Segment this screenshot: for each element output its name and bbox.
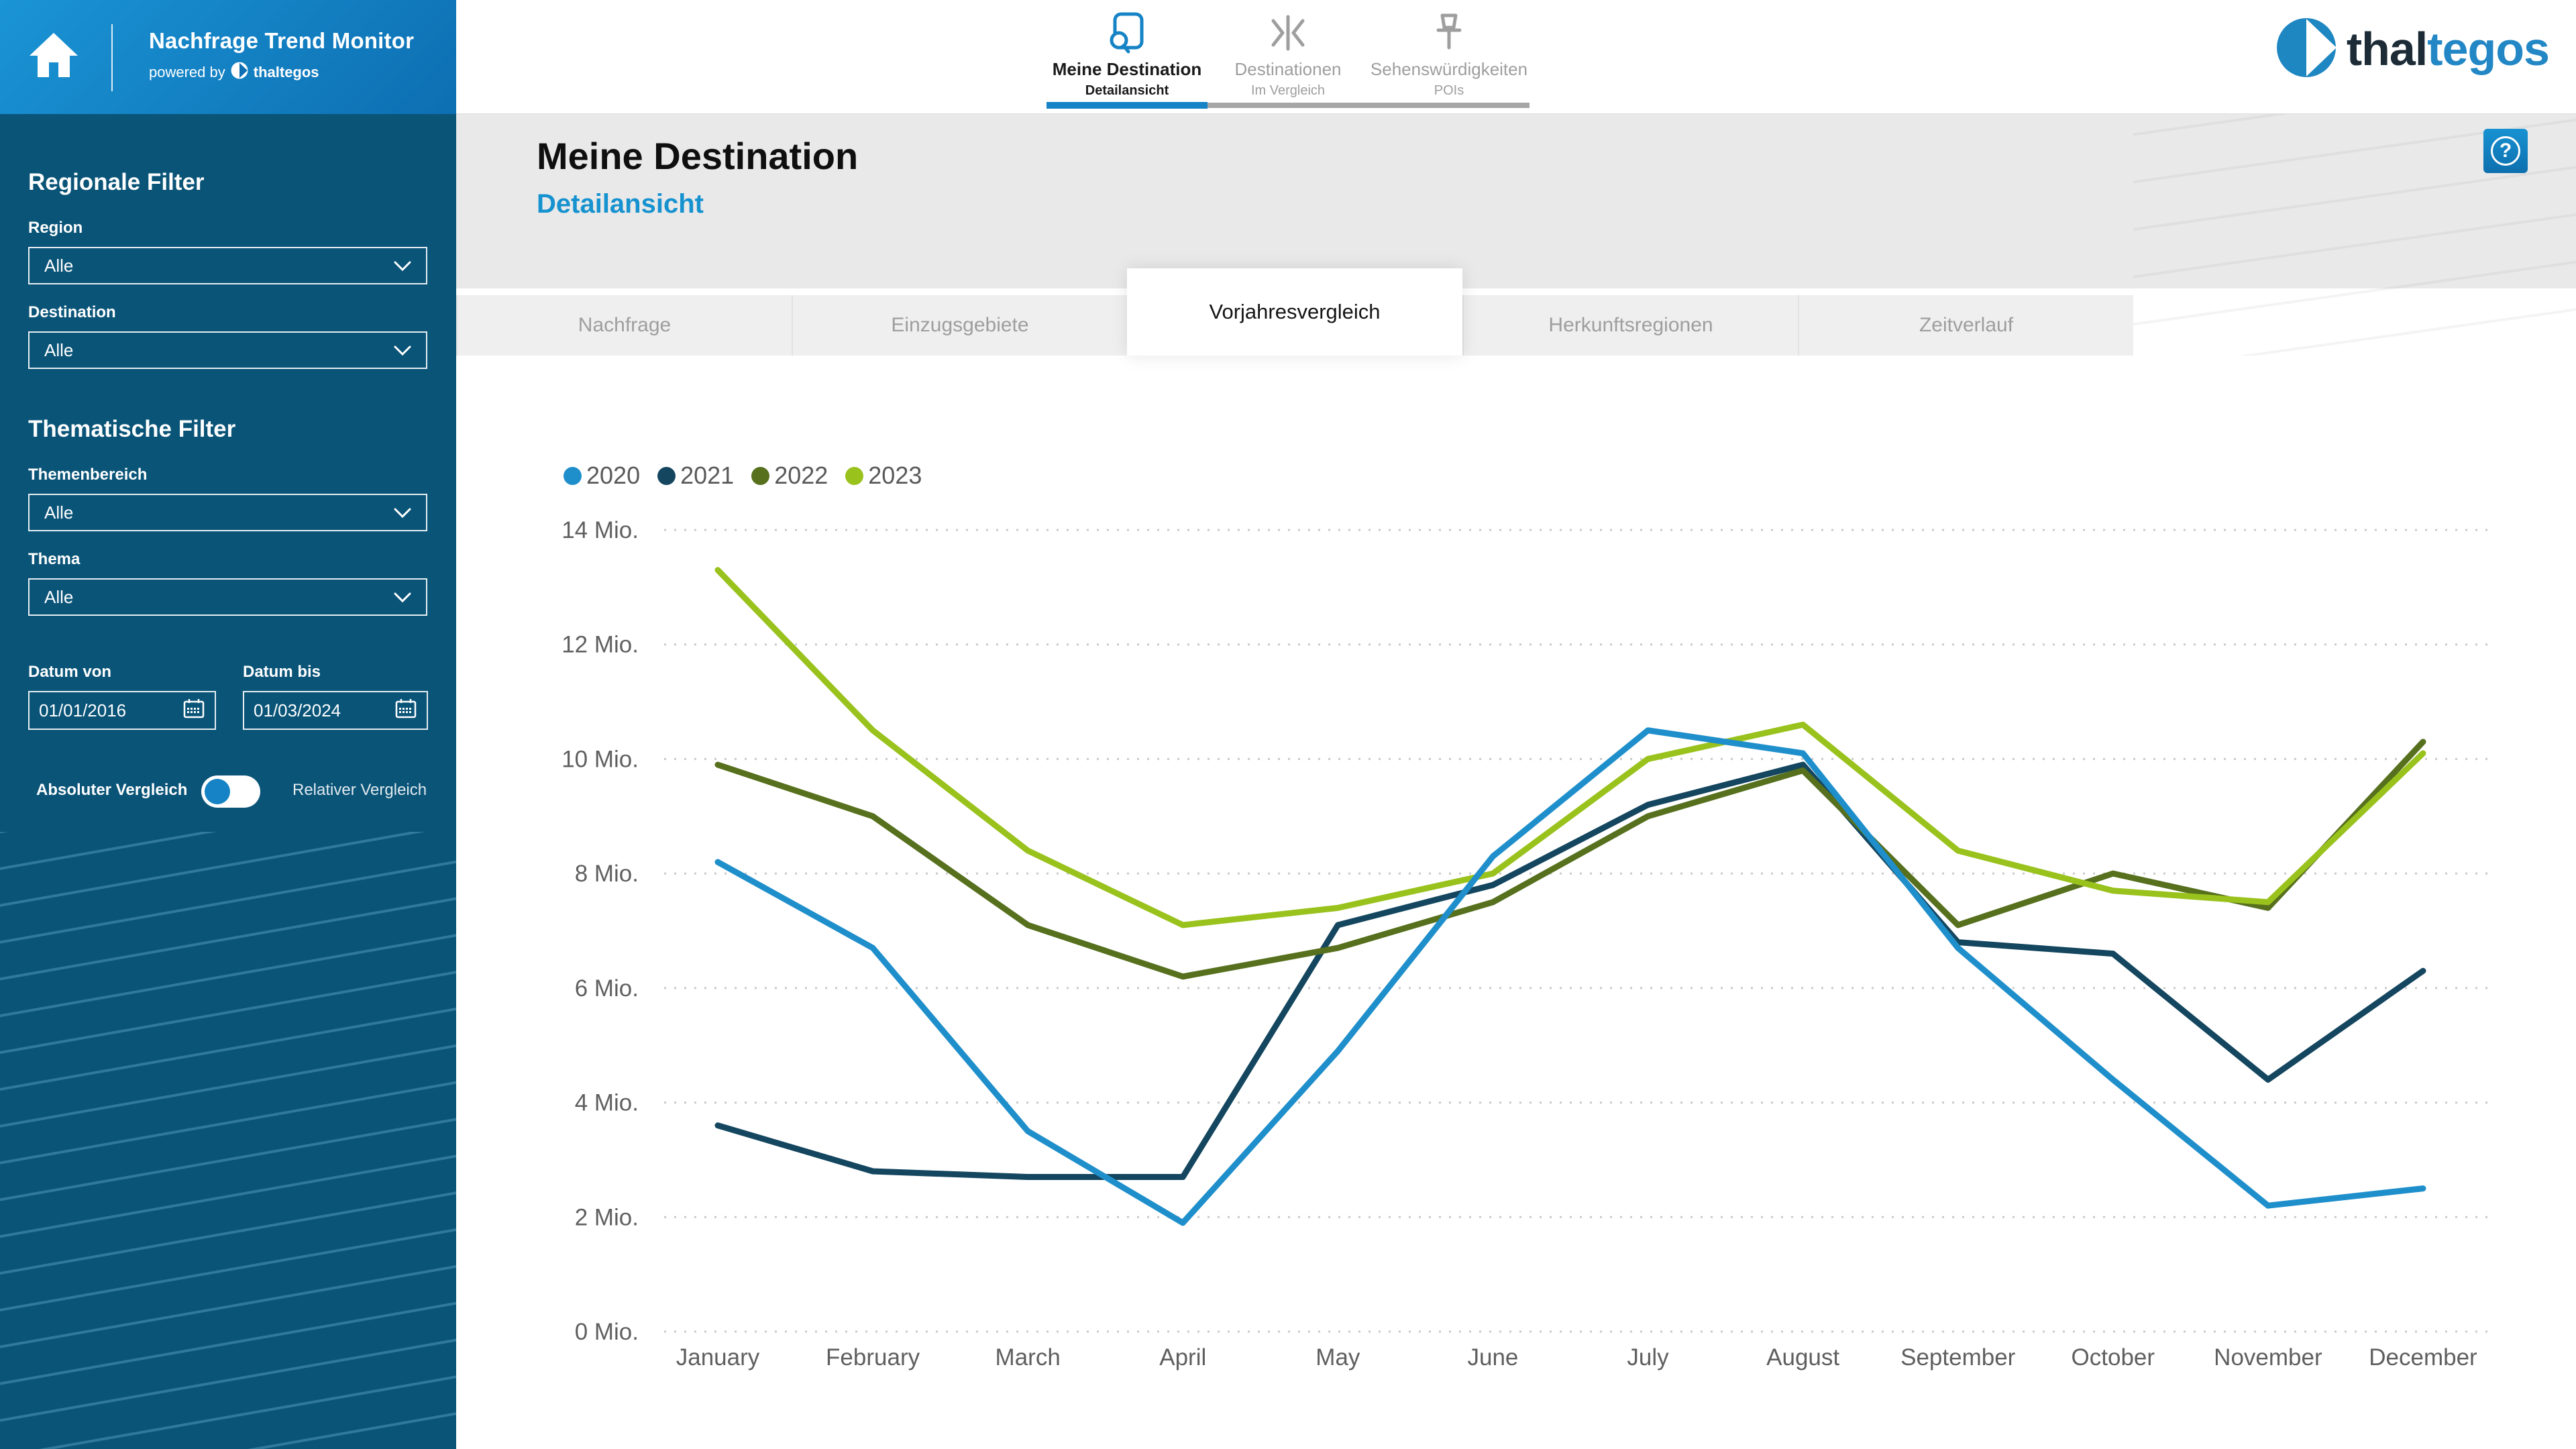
y-tick-label: 4 Mio. — [575, 1090, 639, 1116]
destination-select[interactable]: Alle — [28, 331, 427, 369]
brand-part1: thal — [2346, 23, 2428, 75]
legend-item-2020[interactable]: 2020 — [564, 462, 640, 490]
legend-item-2023[interactable]: 2023 — [845, 462, 922, 490]
thaltegos-logo-icon — [2275, 17, 2337, 82]
nav-destinationen-vergleich[interactable]: Destinationen Im Vergleich — [1208, 0, 1368, 114]
chevron-down-icon — [394, 502, 411, 523]
page-title: Meine Destination — [537, 135, 859, 177]
tab-vorjahresvergleich[interactable]: Vorjahresvergleich — [1127, 268, 1462, 356]
y-tick-label: 0 Mio. — [575, 1319, 639, 1345]
themenbereich-label: Themenbereich — [28, 466, 148, 484]
powered-by: powered by thaltegos — [149, 62, 319, 83]
date-from-label: Datum von — [28, 663, 112, 681]
themenbereich-select[interactable]: Alle — [28, 494, 427, 531]
page-header-band — [456, 114, 2576, 288]
absolute-comparison-label: Absoluter Vergleich — [36, 781, 188, 799]
x-tick-label: January — [676, 1344, 760, 1371]
x-tick-label: May — [1316, 1344, 1360, 1371]
help-icon: ? — [2491, 136, 2520, 166]
legend-item-2022[interactable]: 2022 — [751, 462, 828, 490]
comparison-toggle[interactable] — [201, 775, 260, 808]
legend-label: 2020 — [586, 462, 641, 489]
y-tick-label: 12 Mio. — [561, 632, 639, 658]
document-search-icon — [1046, 11, 1208, 55]
region-select[interactable]: Alle — [28, 247, 427, 284]
thema-label: Thema — [28, 550, 80, 568]
legend-label: 2022 — [774, 462, 828, 489]
y-tick-label: 6 Mio. — [575, 975, 639, 1002]
toggle-knob — [205, 779, 230, 804]
y-tick-label: 10 Mio. — [561, 746, 639, 772]
sidebar-stripe-pattern — [0, 832, 456, 1449]
tab-einzugsgebiete[interactable]: Einzugsgebiete — [792, 295, 1127, 356]
destination-label: Destination — [28, 303, 116, 321]
help-button[interactable]: ? — [2483, 129, 2528, 173]
active-nav-underline — [1046, 102, 1208, 109]
x-tick-label: March — [996, 1344, 1061, 1371]
relative-comparison-label: Relativer Vergleich — [292, 781, 427, 799]
thematic-filter-heading: Thematische Filter — [28, 416, 236, 442]
legend-item-2021[interactable]: 2021 — [657, 462, 734, 490]
comparison-toggle-row: Absoluter Vergleich Relativer Vergleich — [0, 770, 456, 813]
x-tick-label: July — [1627, 1344, 1669, 1371]
legend-dot-icon — [751, 466, 770, 485]
x-tick-label: April — [1159, 1344, 1206, 1371]
y-tick-label: 8 Mio. — [575, 861, 639, 887]
chevron-down-icon — [394, 587, 411, 608]
x-tick-label: December — [2369, 1344, 2477, 1371]
y-tick-label: 2 Mio. — [575, 1204, 639, 1230]
chart-legend: 2020 2021 2022 2023 — [564, 462, 939, 490]
calendar-icon[interactable] — [182, 697, 205, 724]
x-tick-label: October — [2072, 1344, 2155, 1371]
pushpin-icon — [1368, 11, 1529, 55]
sidebar: Nachfrage Trend Monitor powered by thalt… — [0, 0, 456, 1449]
calendar-icon[interactable] — [394, 697, 417, 724]
app-title: Nachfrage Trend Monitor — [149, 28, 415, 53]
inactive-nav-underline — [1208, 103, 1529, 108]
line-chart: 0 Mio. 2 Mio. 4 Mio. 6 Mio. 8 Mio. 10 Mio. 12 … — [561, 517, 2489, 1371]
legend-label: 2023 — [868, 462, 922, 489]
series-line-2021 — [714, 761, 2426, 1181]
brand-part2: tegos — [2427, 23, 2550, 75]
date-to-label: Datum bis — [243, 663, 321, 681]
tab-nachfrage[interactable]: Nachfrage — [456, 295, 792, 356]
legend-dot-icon — [845, 466, 864, 485]
nav-sehenswuerdigkeiten-pois[interactable]: Sehenswürdigkeiten POIs — [1368, 0, 1529, 114]
x-tick-label: February — [826, 1344, 920, 1371]
series-line-2020 — [714, 727, 2426, 1226]
date-from-input[interactable]: 01/01/2016 — [28, 691, 216, 730]
regional-filter-heading: Regionale Filter — [28, 169, 205, 195]
legend-dot-icon — [564, 466, 582, 485]
thema-select[interactable]: Alle — [28, 578, 427, 616]
series-line-2023 — [714, 567, 2426, 928]
top-bar: Meine Destination Detailansicht Destinat… — [456, 0, 2576, 114]
date-to-input[interactable]: 01/03/2024 — [243, 691, 428, 730]
header-divider — [111, 24, 113, 91]
x-tick-label: November — [2214, 1344, 2322, 1371]
sidebar-header: Nachfrage Trend Monitor powered by thalt… — [0, 0, 456, 114]
thaltegos-logo: thaltegos — [2275, 12, 2550, 86]
series-line-2022 — [714, 739, 2426, 980]
legend-dot-icon — [657, 466, 676, 485]
thaltegos-mini-logo-icon — [231, 62, 248, 83]
home-button[interactable] — [27, 30, 80, 83]
region-label: Region — [28, 219, 83, 237]
page-subtitle: Detailansicht — [537, 189, 704, 219]
x-tick-label: September — [1900, 1344, 2016, 1371]
tab-herkunftsregionen[interactable]: Herkunftsregionen — [1462, 295, 1798, 356]
y-tick-label: 14 Mio. — [561, 517, 639, 543]
x-tick-label: June — [1467, 1344, 1518, 1371]
compare-icon — [1208, 11, 1368, 55]
home-icon — [28, 32, 79, 82]
chevron-down-icon — [394, 256, 411, 276]
nav-meine-destination[interactable]: Meine Destination Detailansicht — [1046, 0, 1208, 114]
tab-zeitverlauf[interactable]: Zeitverlauf — [1798, 295, 2133, 356]
chevron-down-icon — [394, 340, 411, 361]
legend-label: 2021 — [680, 462, 735, 489]
x-tick-label: August — [1766, 1344, 1839, 1371]
chart-card: 2020 2021 2022 2023 0 Mio. 2 Mio. 4 Mio. 6 Mio… — [456, 356, 2576, 1449]
